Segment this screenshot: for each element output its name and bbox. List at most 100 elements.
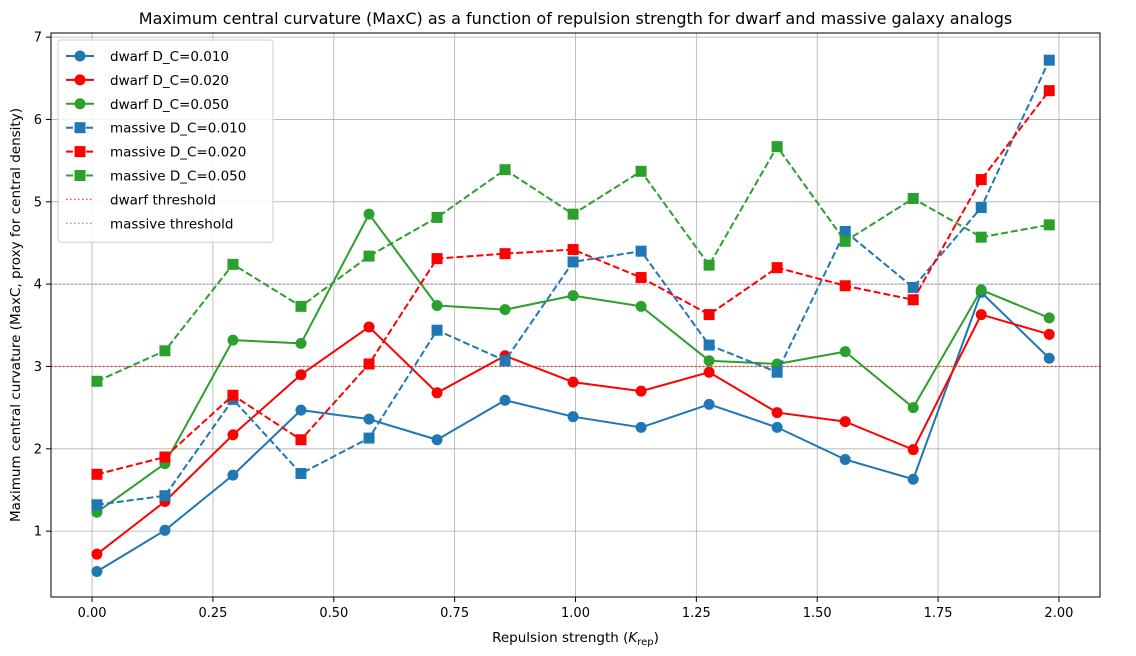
chart-title: Maximum central curvature (MaxC) as a fu… <box>139 9 1012 28</box>
series <box>91 141 1055 387</box>
series-group <box>91 54 1055 577</box>
x-tick-label: 1.25 <box>682 606 711 621</box>
data-point <box>567 376 579 388</box>
data-point <box>159 490 171 502</box>
legend-box <box>57 39 274 243</box>
data-point <box>363 413 375 425</box>
data-point <box>703 355 715 367</box>
data-point <box>227 258 239 270</box>
legend-label: dwarf threshold <box>110 192 216 208</box>
data-point <box>227 429 239 441</box>
data-point <box>907 402 919 414</box>
data-point <box>91 468 103 480</box>
data-point <box>1043 328 1055 340</box>
data-point <box>839 346 851 358</box>
series <box>91 309 1055 560</box>
data-point <box>91 548 103 560</box>
series <box>91 85 1055 480</box>
data-point <box>295 369 307 381</box>
x-tick-label: 1.50 <box>803 606 832 621</box>
y-tick-label: 3 <box>34 360 42 375</box>
data-point <box>499 304 511 316</box>
data-point <box>363 358 375 370</box>
data-point <box>295 300 307 312</box>
legend-item: dwarf D_C=0.010 <box>66 49 229 65</box>
legend-label: massive D_C=0.010 <box>110 121 246 137</box>
data-point <box>771 407 783 419</box>
data-point <box>159 345 171 357</box>
data-point <box>74 146 86 158</box>
legend-item: massive threshold <box>66 216 233 232</box>
data-point <box>703 398 715 410</box>
data-point <box>635 245 647 257</box>
data-point <box>703 339 715 351</box>
data-point <box>295 434 307 446</box>
legend-label: massive threshold <box>110 216 233 232</box>
data-point <box>567 208 579 220</box>
data-point <box>499 355 511 367</box>
data-point <box>1043 352 1055 364</box>
data-point <box>907 192 919 204</box>
data-point <box>839 235 851 247</box>
data-point <box>91 375 103 387</box>
data-point <box>74 170 86 181</box>
legend-item: massive D_C=0.050 <box>66 169 246 185</box>
data-point <box>431 434 443 446</box>
data-point <box>499 248 511 260</box>
data-point <box>499 164 511 176</box>
data-point <box>1043 54 1055 66</box>
data-point <box>635 385 647 397</box>
x-tick-label: 0.50 <box>319 606 348 621</box>
threshold-lines <box>51 283 1100 368</box>
data-point <box>1043 312 1055 324</box>
legend-item: massive D_C=0.010 <box>66 121 246 137</box>
data-point <box>839 280 851 292</box>
data-point <box>567 256 579 268</box>
data-point <box>74 74 86 86</box>
data-point <box>771 421 783 433</box>
data-point <box>635 300 647 312</box>
data-point <box>771 262 783 274</box>
data-point <box>91 565 103 577</box>
data-point <box>74 50 86 62</box>
series <box>91 286 1055 577</box>
legend-label: dwarf D_C=0.050 <box>110 97 229 113</box>
data-point <box>703 309 715 321</box>
data-point <box>431 211 443 223</box>
y-axis-ticks: 1 2 3 4 5 6 7 <box>34 31 51 540</box>
data-point <box>567 411 579 423</box>
data-point <box>295 404 307 416</box>
data-point <box>567 244 579 256</box>
data-point <box>975 202 987 214</box>
data-point <box>431 300 443 312</box>
data-point <box>74 98 86 110</box>
data-point <box>907 473 919 485</box>
legend-label: massive D_C=0.020 <box>110 145 246 161</box>
legend-item: dwarf threshold <box>66 192 216 208</box>
legend-item: dwarf D_C=0.050 <box>66 97 229 113</box>
data-point <box>635 421 647 433</box>
data-point <box>907 281 919 293</box>
data-point <box>74 122 86 134</box>
data-point <box>975 231 987 243</box>
y-tick-label: 2 <box>34 442 42 457</box>
legend-item: massive D_C=0.020 <box>66 145 246 161</box>
data-point <box>567 290 579 302</box>
data-point <box>363 208 375 220</box>
data-point <box>431 324 443 336</box>
data-point <box>499 394 511 406</box>
x-tick-label: 0.00 <box>78 606 107 621</box>
series-line <box>96 313 1050 555</box>
data-point <box>1043 219 1055 231</box>
y-axis-label: Maximum central curvature (MaxC, proxy f… <box>8 108 24 522</box>
y-tick-label: 5 <box>34 195 42 210</box>
data-point <box>431 253 443 265</box>
x-tick-label: 2.00 <box>1044 606 1073 621</box>
data-point <box>703 259 715 271</box>
data-point <box>771 141 783 153</box>
x-axis-ticks: 0.00 0.25 0.50 0.75 1.00 1.25 1.50 1.75 2.00 <box>78 597 1073 621</box>
x-tick-label: 0.25 <box>198 606 227 621</box>
data-point <box>907 294 919 306</box>
